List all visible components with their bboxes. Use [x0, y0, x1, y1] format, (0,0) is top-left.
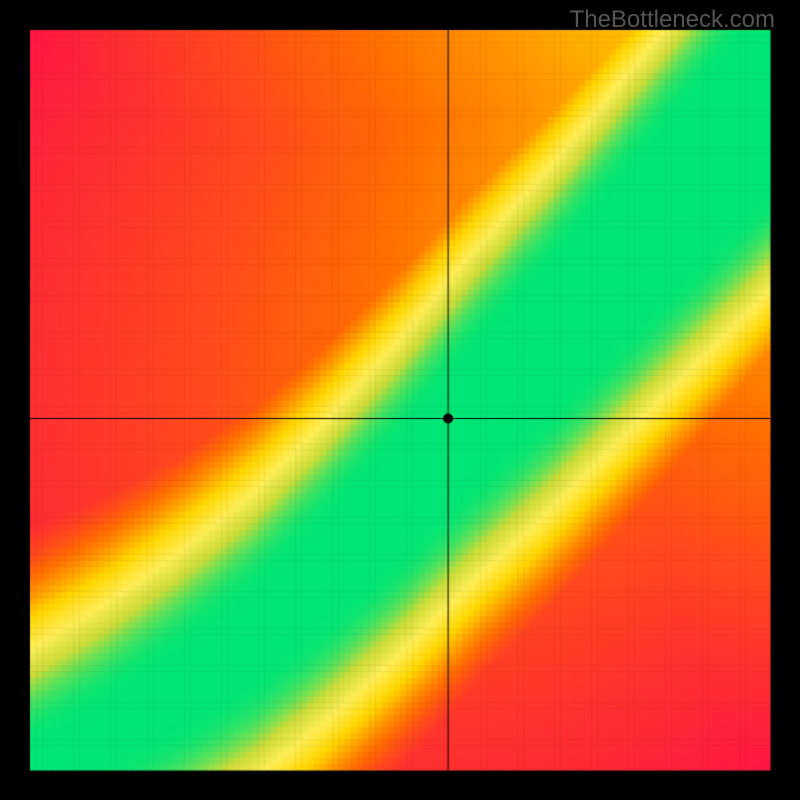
watermark-text: TheBottleneck.com — [570, 6, 775, 34]
bottleneck-heatmap — [0, 0, 800, 800]
chart-container: TheBottleneck.com — [0, 0, 800, 800]
